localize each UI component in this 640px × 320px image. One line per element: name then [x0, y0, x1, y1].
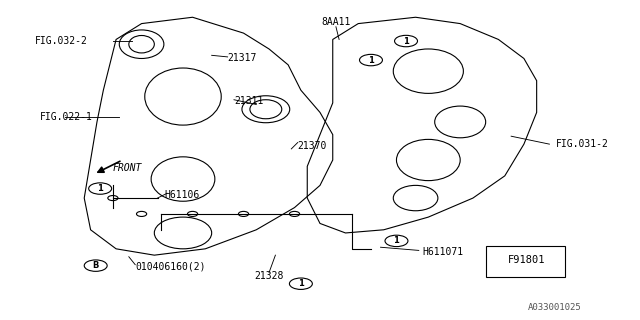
Text: FIG.031-2: FIG.031-2: [556, 139, 609, 149]
Text: A033001025: A033001025: [527, 303, 581, 312]
Text: 1: 1: [298, 279, 304, 288]
Text: 010406160(2): 010406160(2): [135, 261, 205, 271]
Text: F91801: F91801: [508, 255, 546, 265]
Text: H61106: H61106: [164, 190, 199, 200]
Text: 21317: 21317: [228, 53, 257, 63]
Text: 1: 1: [97, 184, 103, 193]
Text: 1: 1: [403, 36, 409, 45]
Text: FIG.022-1: FIG.022-1: [40, 112, 93, 122]
Text: H611071: H611071: [422, 247, 463, 257]
Text: B: B: [93, 261, 99, 270]
Text: FRONT: FRONT: [113, 163, 142, 173]
Text: 21328: 21328: [254, 271, 284, 281]
Text: 1: 1: [394, 236, 399, 245]
Text: 21311: 21311: [234, 96, 263, 106]
Text: 21370: 21370: [298, 141, 327, 151]
Text: FIG.032-2: FIG.032-2: [35, 36, 88, 46]
Text: 8AA11: 8AA11: [321, 17, 351, 27]
Text: 1: 1: [368, 56, 374, 65]
